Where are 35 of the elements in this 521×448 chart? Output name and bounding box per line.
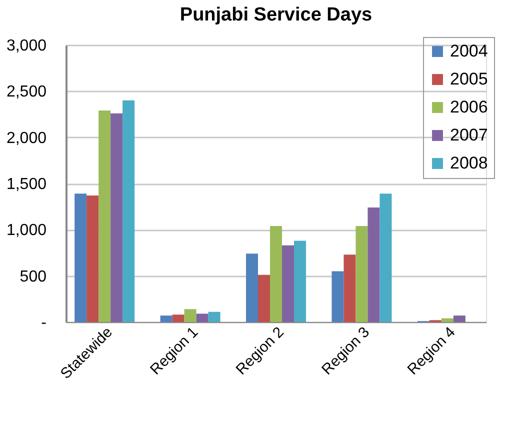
bar bbox=[86, 196, 99, 322]
y-tick-label: 1,500 bbox=[6, 176, 47, 193]
legend-label: 2005 bbox=[450, 70, 488, 88]
bar bbox=[98, 110, 111, 322]
legend-label: 2008 bbox=[450, 154, 488, 172]
bar bbox=[270, 226, 282, 322]
y-tick-label: - bbox=[41, 314, 46, 332]
y-tick-label: 3,000 bbox=[6, 38, 47, 54]
y-tick-label: 500 bbox=[20, 268, 47, 286]
bar bbox=[246, 254, 258, 322]
legend-label: 2006 bbox=[450, 98, 488, 116]
bar bbox=[441, 318, 454, 322]
bar bbox=[344, 254, 356, 322]
bar bbox=[184, 309, 196, 322]
y-tick-label: 2,000 bbox=[6, 130, 47, 147]
chart-title: Punjabi Service Days bbox=[180, 4, 372, 26]
bar bbox=[294, 240, 306, 322]
bar bbox=[160, 316, 172, 322]
legend-label: 2007 bbox=[450, 126, 488, 144]
bar bbox=[453, 316, 466, 322]
bar bbox=[122, 100, 135, 322]
bar bbox=[356, 226, 368, 322]
bar bbox=[208, 312, 220, 322]
bar bbox=[110, 113, 123, 322]
bar bbox=[380, 194, 392, 322]
bar bbox=[332, 271, 344, 322]
bar bbox=[368, 208, 380, 322]
y-tick-label: 2,500 bbox=[6, 84, 47, 101]
bar bbox=[196, 314, 208, 322]
bar bbox=[282, 245, 294, 322]
bar bbox=[172, 314, 184, 322]
bar bbox=[74, 194, 87, 322]
legend-label: 2004 bbox=[450, 42, 488, 60]
bar bbox=[258, 274, 270, 322]
y-tick-label: 1,000 bbox=[6, 222, 47, 240]
